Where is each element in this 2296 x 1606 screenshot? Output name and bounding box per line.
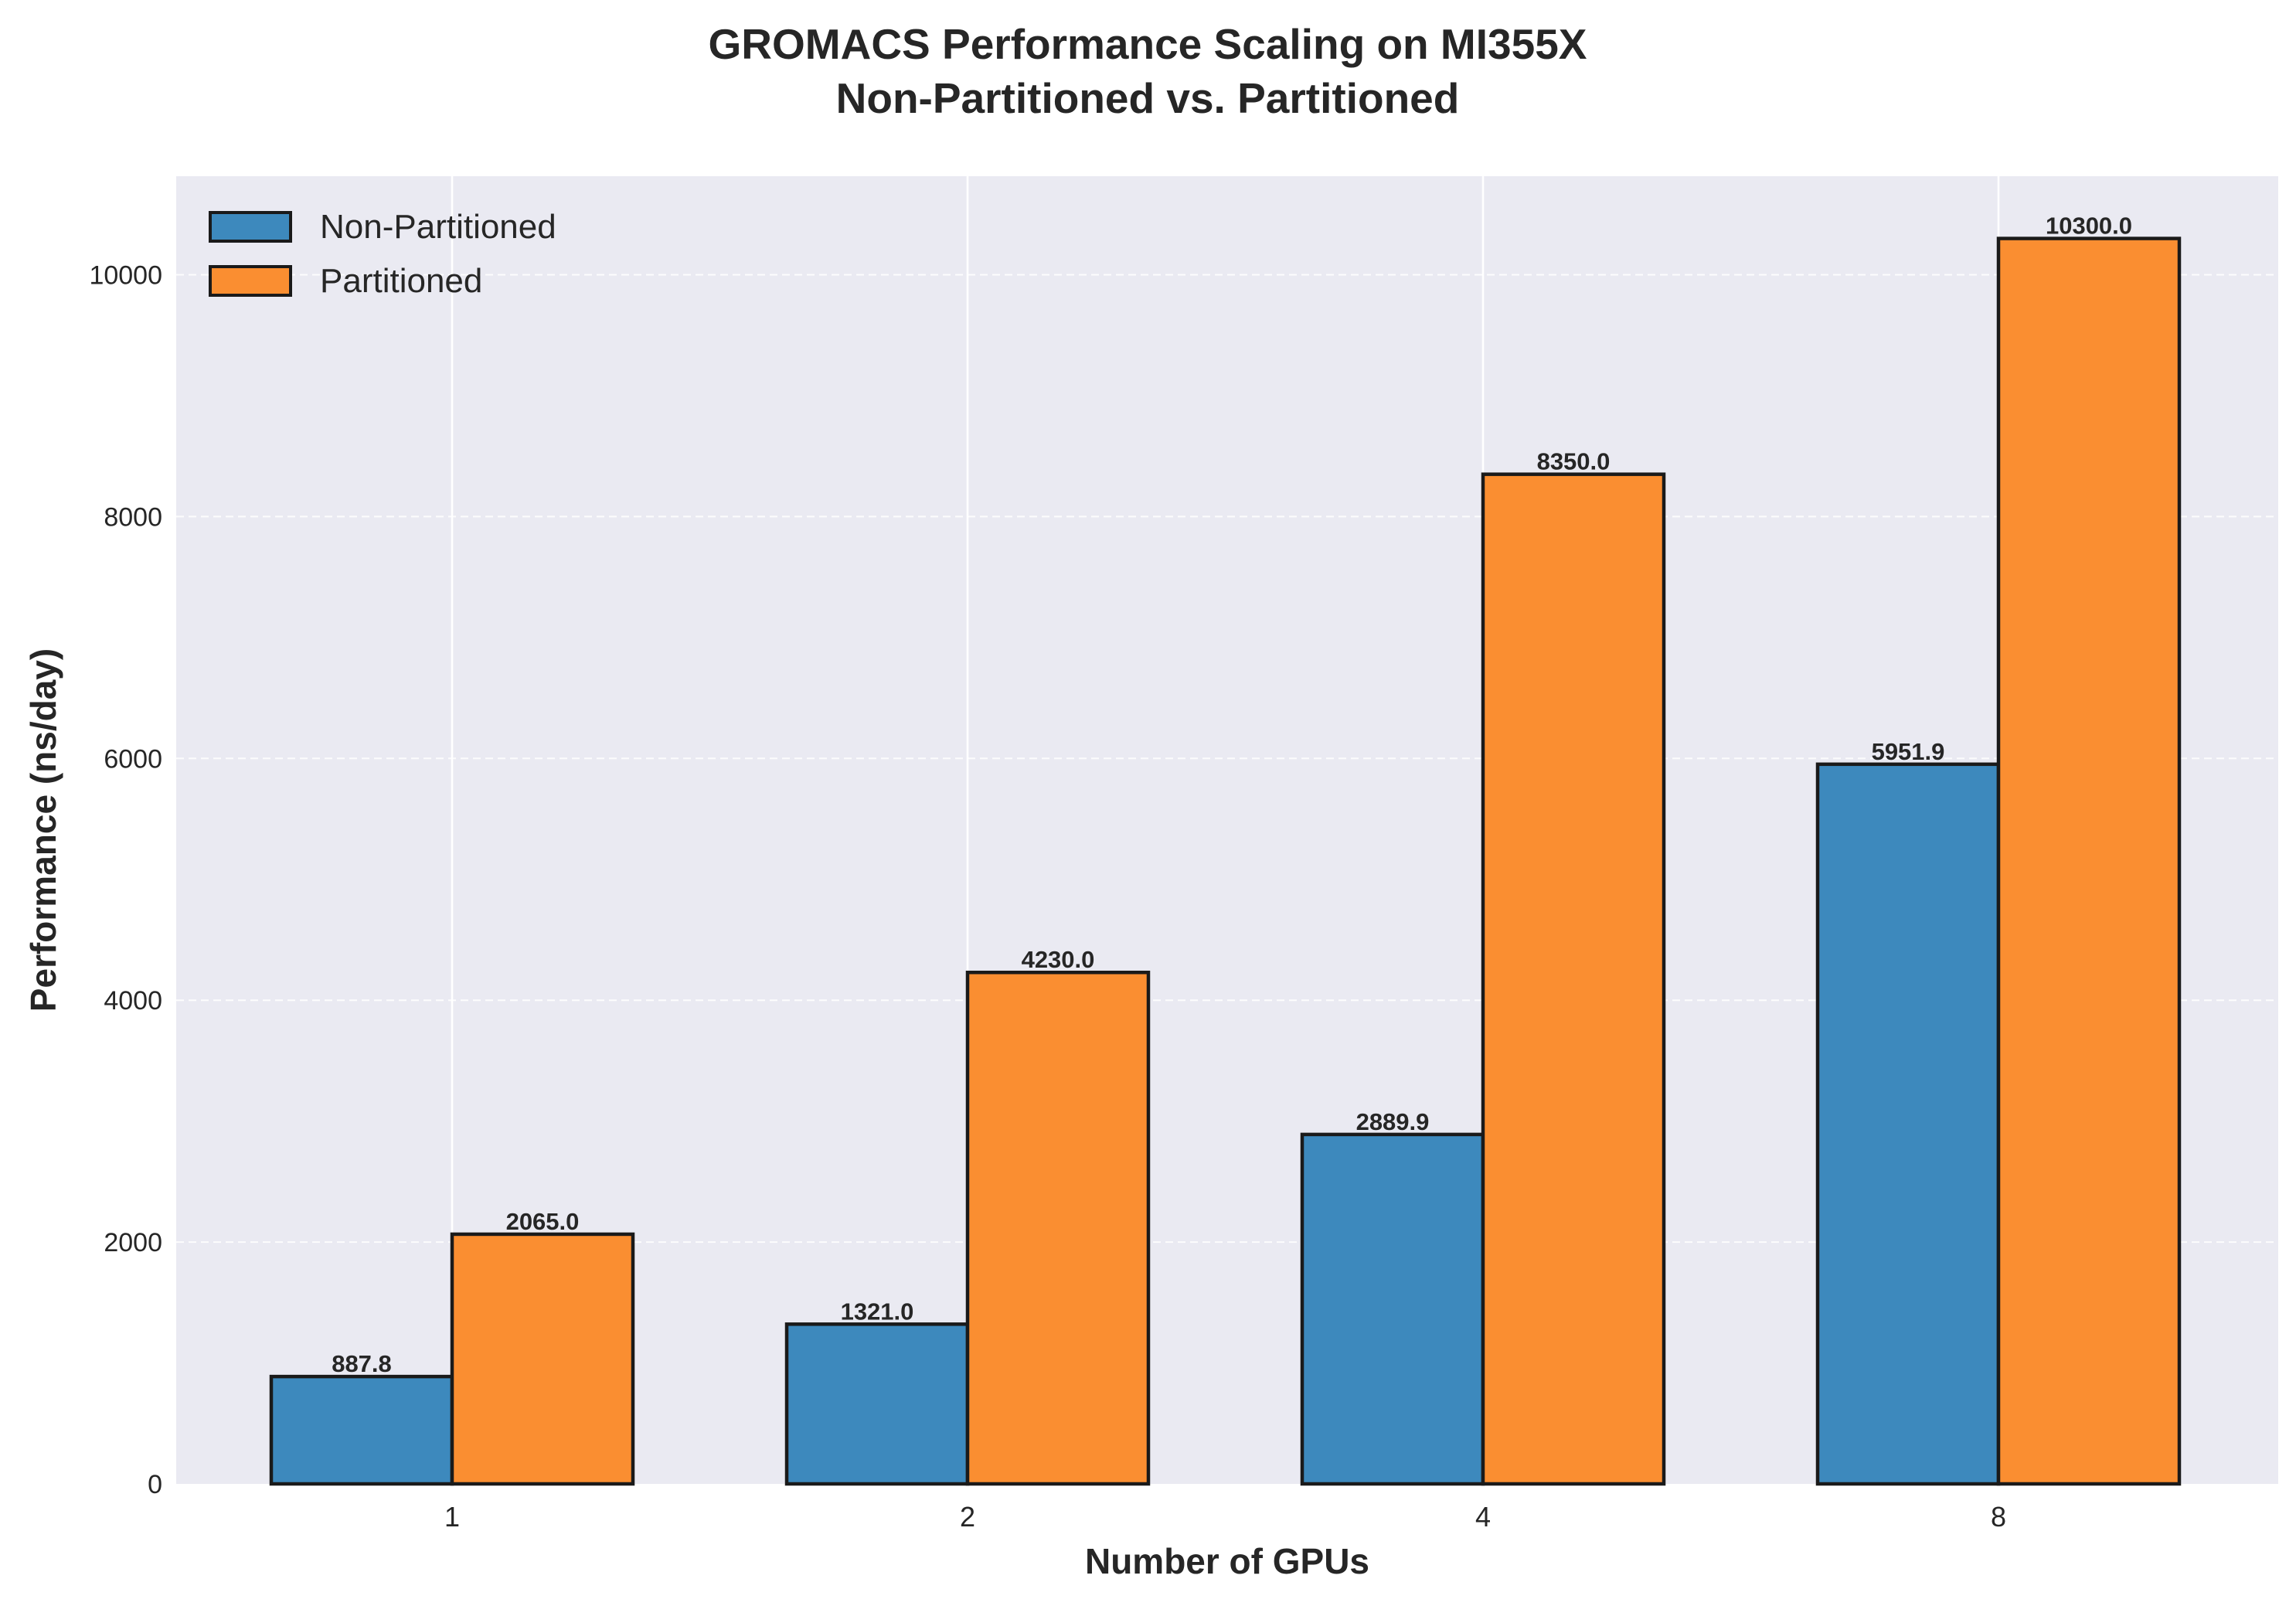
- y-tick-label: 6000: [104, 744, 162, 774]
- bar-partitioned-2: [965, 970, 1151, 1486]
- bar-value-label: 4230.0: [1022, 946, 1095, 973]
- bar-value-label: 2065.0: [506, 1208, 580, 1235]
- x-tick-label: 1: [444, 1501, 460, 1533]
- bar-partitioned-1: [450, 1232, 635, 1486]
- bar-non-partitioned-1: [269, 1374, 454, 1486]
- bar-value-label: 1321.0: [841, 1298, 914, 1325]
- legend-swatch-non-partitioned: [209, 211, 292, 243]
- chart-title-line-2: Non-Partitioned vs. Partitioned: [836, 74, 1460, 122]
- bar-partitioned-8: [1996, 236, 2182, 1486]
- bar-non-partitioned-4: [1300, 1132, 1485, 1486]
- y-tick-label: 2000: [104, 1228, 162, 1257]
- x-axis-label: Number of GPUs: [1085, 1541, 1369, 1581]
- y-tick-label: 8000: [104, 502, 162, 532]
- bars-layer: [269, 236, 2182, 1486]
- bar-partitioned-4: [1481, 472, 1666, 1486]
- legend: Non-Partitioned Partitioned: [209, 208, 556, 300]
- x-tick-label: 4: [1475, 1501, 1491, 1533]
- bar-value-label: 8350.0: [1537, 448, 1611, 475]
- legend-label-partitioned: Partitioned: [320, 262, 482, 300]
- chart-title-line-1: GROMACS Performance Scaling on MI355X: [709, 20, 1587, 68]
- bar-value-label: 10300.0: [2046, 213, 2132, 240]
- y-tick-label: 10000: [89, 261, 162, 291]
- bar-labels-layer: 887.8 1321.0 2889.9 5951.9 2065.0 4230.0 8350.…: [332, 213, 2132, 1378]
- bar-non-partitioned-2: [784, 1322, 970, 1486]
- y-tick-label: 0: [148, 1470, 162, 1499]
- legend-swatch-partitioned: [209, 265, 292, 297]
- legend-label-non-partitioned: Non-Partitioned: [320, 208, 556, 246]
- y-tick-label: 4000: [104, 986, 162, 1016]
- x-tick-labels: 1 2 4 8: [444, 1501, 2006, 1533]
- bar-value-label: 2889.9: [1356, 1108, 1430, 1135]
- bar-value-label: 5951.9: [1872, 738, 1945, 765]
- x-tick-label: 8: [1991, 1501, 2006, 1533]
- y-axis-label: Performance (ns/day): [23, 648, 63, 1012]
- bar-value-label: 887.8: [332, 1350, 392, 1377]
- y-tick-labels: 0 2000 4000 6000 8000 10000: [89, 261, 162, 1499]
- x-tick-label: 2: [960, 1501, 975, 1533]
- bar-non-partitioned-8: [1815, 762, 2001, 1486]
